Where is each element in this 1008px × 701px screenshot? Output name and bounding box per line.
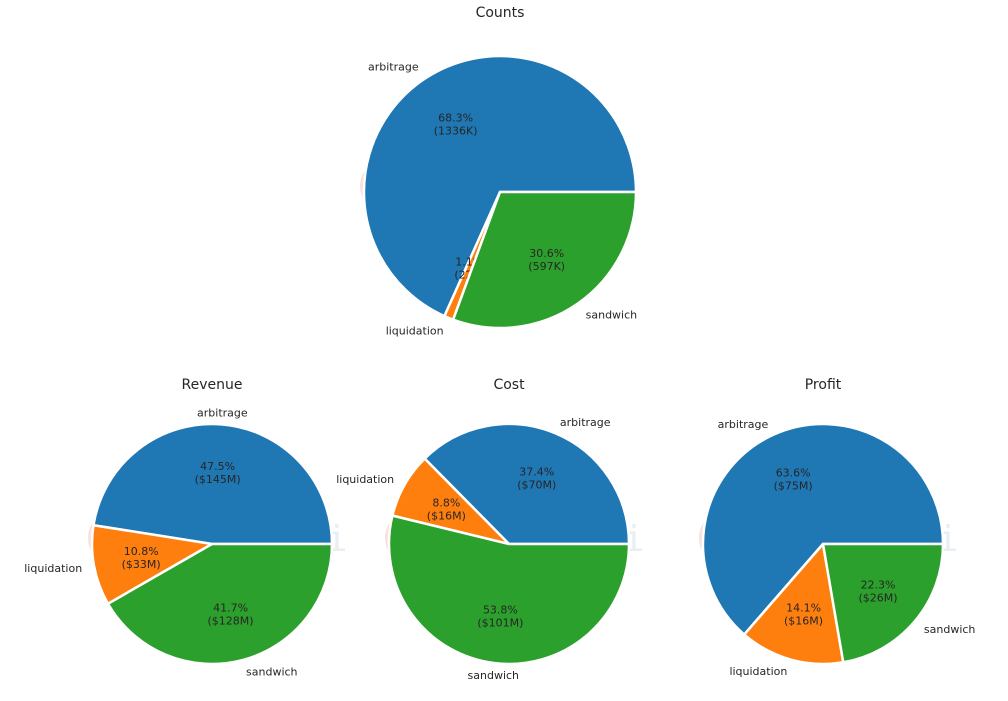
- slice-amount-liquidation: ($33M): [122, 558, 161, 571]
- pie-slice-arbitrage: [701, 422, 945, 636]
- pie-slice-arbitrage: [92, 422, 334, 546]
- slice-label-sandwich: sandwich: [468, 669, 520, 682]
- slice-percent-sandwich: 22.3%: [861, 578, 896, 591]
- slice-label-liquidation: liquidation: [729, 665, 787, 678]
- pie-slice-liquidation: [742, 542, 845, 666]
- chart-title: Profit: [805, 377, 842, 393]
- slice-amount-arbitrage: ($145M): [195, 473, 241, 486]
- slice-label-sandwich: sandwich: [924, 623, 976, 636]
- slice-label-liquidation: liquidation: [24, 562, 82, 575]
- pie-slice-arbitrage: [362, 54, 638, 318]
- pie-chart-cost: EigenPhiCostarbitrage37.4%($70M)liquidat…: [336, 377, 644, 682]
- pie-slice-sandwich: [821, 542, 945, 664]
- slice-label-arbitrage: arbitrage: [197, 406, 248, 419]
- chart-title: Counts: [476, 5, 525, 21]
- slice-label-sandwich: sandwich: [586, 309, 638, 322]
- pie-chart-counts: EigenPhiCountsarbitrage68.3%(1336K)liqui…: [360, 5, 638, 338]
- slice-amount-arbitrage: ($75M): [774, 479, 813, 492]
- pie-slice-sandwich: [106, 542, 334, 666]
- pie-slice-arbitrage: [423, 422, 631, 546]
- pie-chart-revenue: EigenPhiRevenuearbitrage47.5%($145M)liqu…: [24, 377, 347, 679]
- slice-label-sandwich: sandwich: [246, 666, 298, 679]
- chart-title: Cost: [493, 377, 525, 393]
- slice-percent-liquidation: 14.1%: [786, 601, 821, 614]
- slice-label-arbitrage: arbitrage: [718, 418, 769, 431]
- slice-amount-liquidation: ($16M): [427, 510, 466, 523]
- slice-amount-sandwich: ($128M): [208, 615, 254, 628]
- slice-percent-sandwich: 41.7%: [213, 602, 248, 615]
- slice-percent-liquidation: 8.8%: [432, 497, 460, 510]
- pie-chart-profit: EigenPhiProfitarbitrage63.6%($75M)liquid…: [699, 377, 975, 678]
- slice-label-liquidation: liquidation: [386, 325, 444, 338]
- slice-amount-sandwich: ($101M): [477, 616, 523, 629]
- pie-slice-liquidation: [90, 523, 214, 606]
- slice-amount-arbitrage: (1336K): [434, 125, 478, 138]
- slice-percent-arbitrage: 63.6%: [776, 466, 811, 479]
- slice-label-arbitrage: arbitrage: [560, 416, 611, 429]
- slice-percent-arbitrage: 68.3%: [438, 112, 473, 125]
- slice-amount-sandwich: (597K): [528, 260, 565, 273]
- chart-title: Revenue: [182, 377, 243, 393]
- slice-percent-sandwich: 30.6%: [529, 247, 564, 260]
- slice-amount-liquidation: ($16M): [784, 614, 823, 627]
- pie-slice-sandwich: [451, 190, 638, 330]
- slice-percent-arbitrage: 37.4%: [519, 466, 554, 479]
- slice-label-arbitrage: arbitrage: [368, 60, 419, 73]
- slice-amount-sandwich: ($26M): [859, 591, 898, 604]
- slice-label-liquidation: liquidation: [336, 473, 394, 486]
- slice-amount-arbitrage: ($70M): [517, 479, 556, 492]
- slice-percent-sandwich: 53.8%: [483, 603, 518, 616]
- pie-slice-sandwich: [387, 514, 631, 666]
- slice-percent-arbitrage: 47.5%: [200, 460, 235, 473]
- slice-percent-liquidation: 10.8%: [124, 545, 159, 558]
